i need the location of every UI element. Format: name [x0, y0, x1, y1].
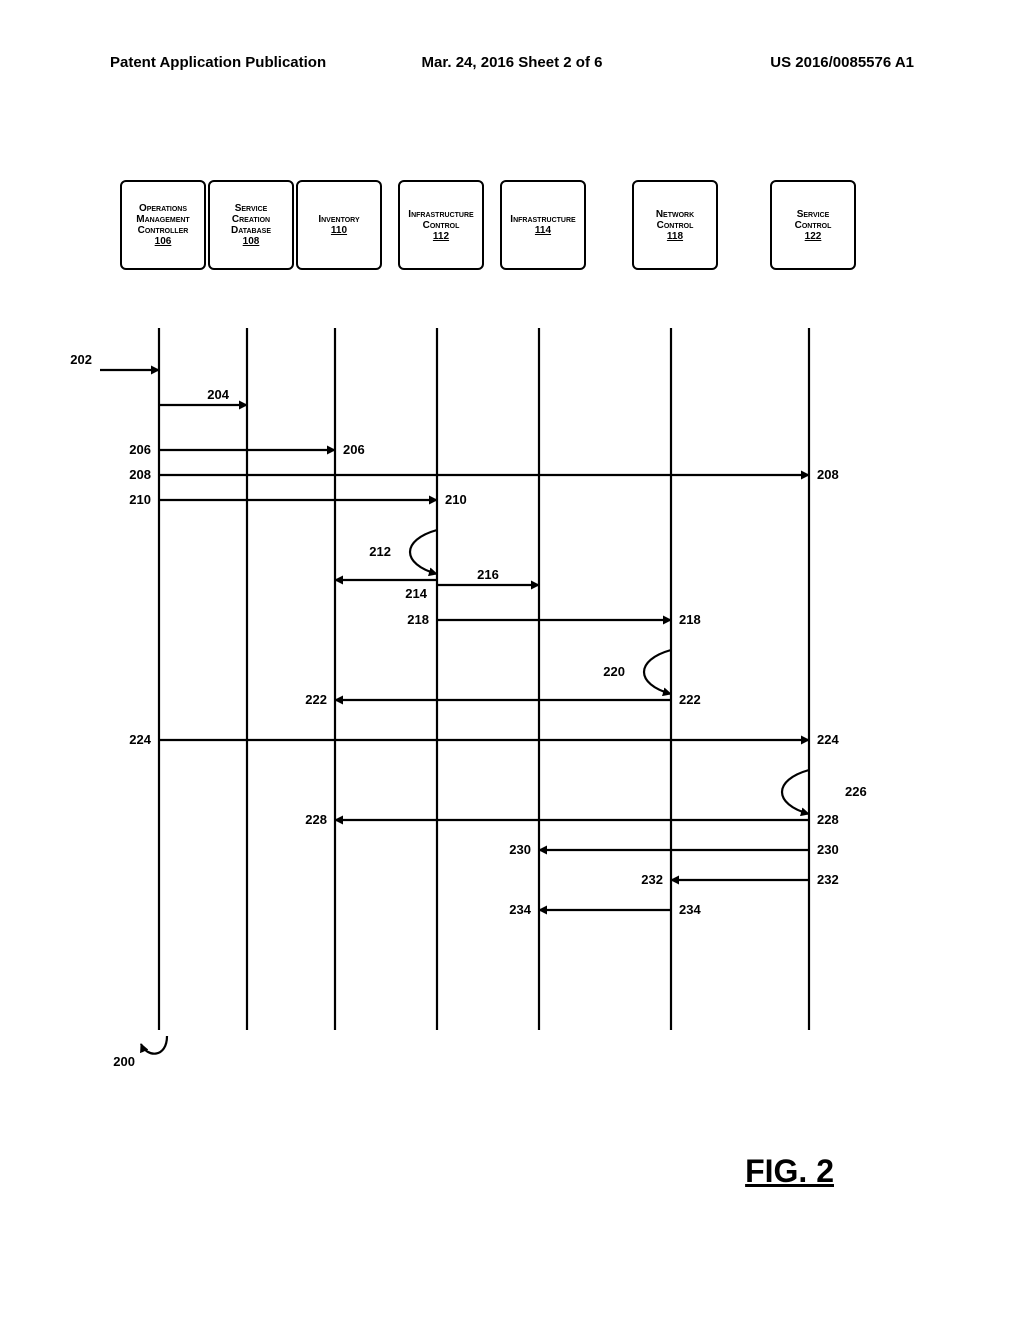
- msg-label: 220: [603, 664, 625, 679]
- msg-label: 218: [407, 612, 429, 627]
- box-ref: 110: [331, 225, 347, 236]
- msg-label: 200: [113, 1054, 135, 1069]
- msg-label: 224: [129, 732, 151, 747]
- msg-label: 214: [405, 586, 427, 601]
- msg-label: 224: [817, 732, 839, 747]
- sequence-diagram: OperationsManagementController106Service…: [0, 180, 1024, 1140]
- msg-label: 210: [445, 492, 467, 507]
- msg-label: 204: [207, 387, 229, 402]
- msg-label: 230: [817, 842, 839, 857]
- self-msg: [410, 530, 437, 574]
- box-label: ServiceCreationDatabase: [231, 203, 271, 236]
- msg-label: 206: [129, 442, 151, 457]
- box-ref: 108: [243, 236, 260, 247]
- box-label: OperationsManagementController: [136, 203, 189, 236]
- msg-label: 208: [817, 467, 839, 482]
- msg-label: 228: [305, 812, 327, 827]
- box-ref: 118: [667, 231, 683, 242]
- msg-label: 212: [369, 544, 391, 559]
- msg-label: 226: [845, 784, 867, 799]
- box-label: Inventory: [318, 214, 359, 225]
- lifeline-box-sc: ServiceControl122: [770, 180, 856, 270]
- header-left: Patent Application Publication: [110, 54, 326, 71]
- msg-label: 234: [679, 902, 701, 917]
- lifeline-box-inf: Infrastructure114: [500, 180, 586, 270]
- msg-label: 222: [679, 692, 701, 707]
- header-right: US 2016/0085576 A1: [770, 54, 914, 71]
- msg-label: 230: [509, 842, 531, 857]
- msg-label: 218: [679, 612, 701, 627]
- msg-label: 210: [129, 492, 151, 507]
- lifeline-box-nc: NetworkControl118: [632, 180, 718, 270]
- box-label: Infrastructure: [510, 214, 575, 225]
- figure-label: FIG. 2: [745, 1153, 834, 1190]
- box-ref: 122: [805, 231, 822, 242]
- figure-ref-arrow: [141, 1036, 167, 1054]
- msg-label: 202: [70, 352, 92, 367]
- lifeline-box-inv: Inventory110: [296, 180, 382, 270]
- box-ref: 112: [433, 231, 449, 242]
- msg-label: 216: [477, 567, 499, 582]
- self-msg: [782, 770, 809, 814]
- lifeline-box-scd: ServiceCreationDatabase108: [208, 180, 294, 270]
- lifeline-box-omc: OperationsManagementController106: [120, 180, 206, 270]
- msg-label: 228: [817, 812, 839, 827]
- msg-label: 234: [509, 902, 531, 917]
- box-ref: 114: [535, 225, 551, 236]
- diagram-svg: 202 204 206 206 208 208 210 210 212 214 216 218 218 2…: [0, 180, 1024, 1140]
- box-label: InfrastructureControl: [408, 209, 473, 231]
- msg-label: 232: [641, 872, 663, 887]
- header-middle: Mar. 24, 2016 Sheet 2 of 6: [422, 54, 603, 71]
- lifeline-box-ic: InfrastructureControl112: [398, 180, 484, 270]
- self-msg: [644, 650, 671, 694]
- msg-label: 232: [817, 872, 839, 887]
- msg-label: 206: [343, 442, 365, 457]
- box-ref: 106: [155, 236, 172, 247]
- box-label: ServiceControl: [795, 209, 832, 231]
- msg-label: 208: [129, 467, 151, 482]
- msg-label: 222: [305, 692, 327, 707]
- box-label: NetworkControl: [656, 209, 694, 231]
